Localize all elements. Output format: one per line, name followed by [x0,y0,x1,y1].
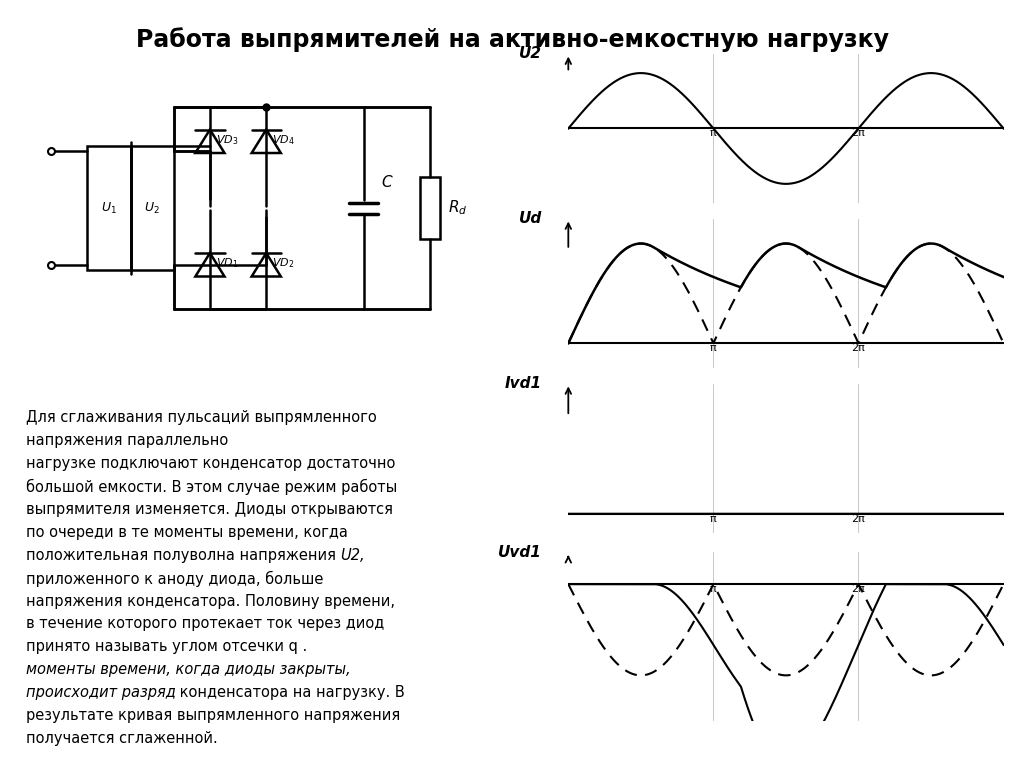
Text: результате кривая выпрямленного напряжения: результате кривая выпрямленного напряжен… [26,708,399,723]
Text: $U_2$: $U_2$ [144,200,160,216]
Text: $C$: $C$ [382,173,394,189]
Text: положительная полуволна напряжения: положительная полуволна напряжения [26,548,340,563]
Bar [420,177,440,239]
Text: 2π: 2π [852,129,865,139]
Text: напряжения конденсатора. Половину времени,: напряжения конденсатора. Половину времен… [26,594,394,608]
Text: происходит разряд: происходит разряд [26,685,175,700]
Text: π: π [710,514,717,524]
Text: 2π: 2π [852,514,865,524]
Text: большой емкости. В этом случае режим работы: большой емкости. В этом случае режим раб… [26,479,397,495]
Text: принято называть углом отсечки q .: принято называть углом отсечки q . [26,640,311,654]
Text: получается сглаженной.: получается сглаженной. [26,731,217,746]
Text: U2,: U2, [340,548,365,563]
Text: $U_1$: $U_1$ [100,200,117,216]
Text: в течение которого протекает ток через диод: в течение которого протекает ток через д… [26,617,384,631]
Text: Ivd1: Ivd1 [505,376,543,391]
Text: 2π: 2π [852,584,865,594]
Bar [131,146,174,270]
Text: приложенного к аноду диода, больше: приложенного к аноду диода, больше [26,571,323,587]
Text: выпрямителя изменяется. Диоды открываются: выпрямителя изменяется. Диоды открываютс… [26,502,392,517]
Text: Работа выпрямителей на активно-емкостную нагрузку: Работа выпрямителей на активно-емкостную… [135,27,889,51]
Text: π: π [710,584,717,594]
Text: π: π [710,129,717,139]
Bar [87,146,131,270]
Text: $VD_2$: $VD_2$ [272,256,295,270]
Text: моменты времени, когда диоды закрыты,: моменты времени, когда диоды закрыты, [26,663,350,677]
Text: $VD_3$: $VD_3$ [216,133,239,146]
Text: π: π [710,344,717,354]
Text: по очереди в те моменты времени, когда: по очереди в те моменты времени, когда [26,525,347,540]
Text: нагрузке подключают конденсатор достаточно: нагрузке подключают конденсатор достаточ… [26,456,395,471]
Text: Для сглаживания пульсаций выпрямленного: Для сглаживания пульсаций выпрямленного [26,410,377,425]
Text: напряжения параллельно: напряжения параллельно [26,433,228,448]
Text: Uvd1: Uvd1 [499,545,543,560]
Text: 2π: 2π [852,344,865,354]
Text: Ud: Ud [519,211,543,226]
Text: $R_d$: $R_d$ [449,199,467,217]
Text: $VD_1$: $VD_1$ [216,256,239,270]
Text: $VD_4$: $VD_4$ [272,133,295,146]
Text: U2: U2 [519,46,543,61]
Text: конденсатора на нагрузку. В: конденсатора на нагрузку. В [175,685,406,700]
